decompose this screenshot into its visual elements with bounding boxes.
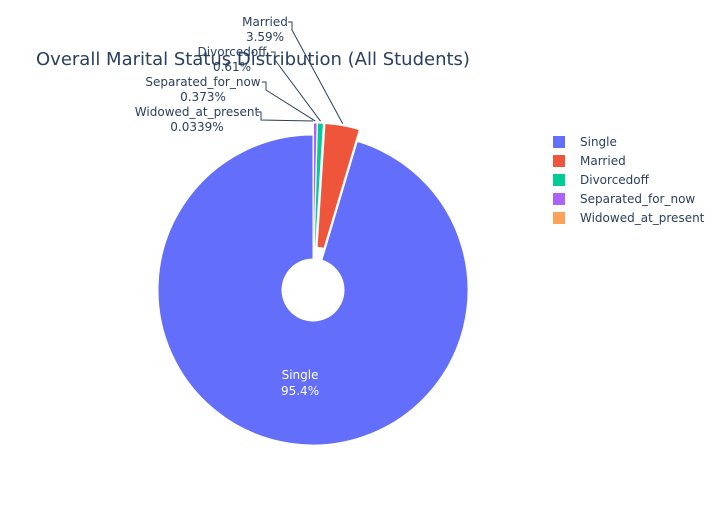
slice-label-name: Separated_for_now [145,75,260,89]
legend-swatch [553,136,565,148]
legend-item-married[interactable]: Married [553,154,626,168]
legend-label: Widowed_at_present [580,211,705,225]
leader-line [271,51,321,122]
slice-label-name: Single [282,368,319,382]
leader-line [257,111,314,122]
slice-label-value: 0.373% [180,90,226,104]
legend-swatch [553,193,565,205]
legend[interactable]: Single Married Divorcedoff Separated_for_no… [553,135,705,225]
pie-slice-single[interactable] [157,134,469,446]
legend-swatch [553,155,565,167]
slice-label-name: Widowed_at_present [135,105,260,119]
legend-label: Married [580,154,626,168]
legend-swatch [553,174,565,186]
slice-labels: Single 95.4% Married3.59%Divorcedoff0.61%S… [135,15,319,398]
slice-label-value: 0.61% [213,60,251,74]
pie-slices [157,122,469,446]
legend-item-single[interactable]: Single [553,135,617,149]
legend-label: Separated_for_now [580,192,695,206]
slice-label-value: 3.59% [246,30,284,44]
legend-swatch [553,212,565,224]
legend-item-widowed-at-present[interactable]: Widowed_at_present [553,211,705,225]
legend-item-divorcedoff[interactable]: Divorcedoff [553,173,650,187]
legend-label: Divorcedoff [580,173,650,187]
label-leader-lines [257,21,344,124]
leader-line [288,21,344,124]
leader-line [262,81,316,122]
slice-label-value: 95.4% [281,384,319,398]
slice-label-name: Married [242,15,288,29]
slice-label-name: Divorcedoff [198,45,268,59]
chart-title: Overall Marital Status Distribution (All… [36,49,470,70]
pie-slice-married[interactable] [316,122,360,250]
slice-label-value: 0.0339% [170,120,223,134]
legend-label: Single [580,135,617,149]
legend-item-separated-for-now[interactable]: Separated_for_now [553,192,695,206]
